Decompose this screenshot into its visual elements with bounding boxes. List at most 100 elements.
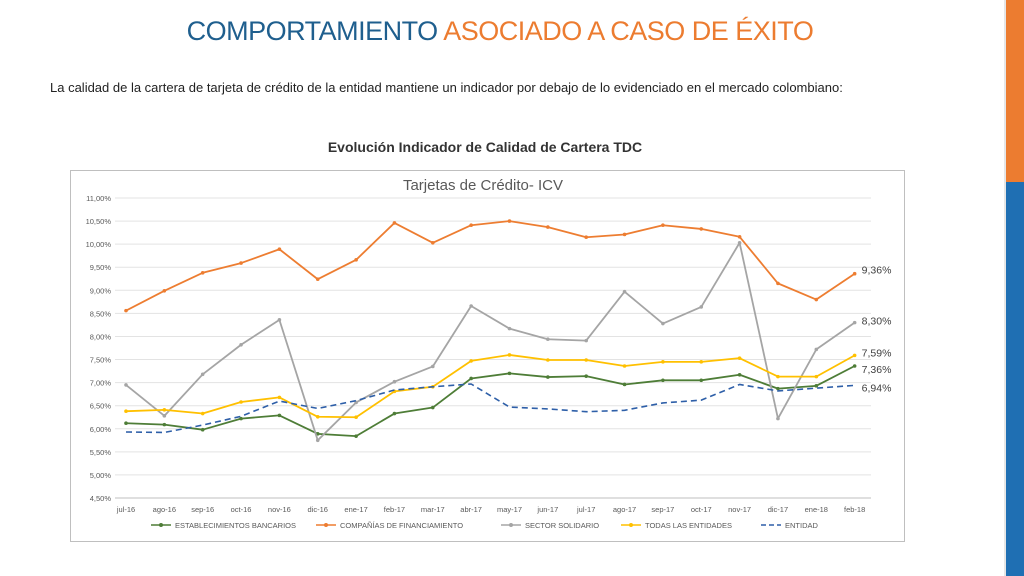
- data-point: [546, 358, 550, 362]
- gridlines: [115, 197, 871, 499]
- data-point: [392, 379, 397, 384]
- series-line: [125, 365, 856, 438]
- data-point: [392, 221, 397, 225]
- x-tick-label: feb-17: [384, 505, 405, 514]
- y-tick-label: 7,00%: [90, 379, 112, 388]
- x-tick-label: dic-17: [768, 505, 788, 514]
- data-point: [737, 234, 742, 239]
- data-point: [431, 405, 435, 410]
- data-point: [661, 378, 665, 383]
- y-tick-label: 8,50%: [90, 309, 112, 318]
- data-point: [507, 371, 512, 376]
- data-point: [546, 337, 550, 342]
- data-point: [162, 288, 167, 293]
- x-tick-label: may-17: [497, 505, 522, 514]
- chart-caption: Evolución Indicador de Calidad de Carter…: [327, 139, 643, 155]
- x-axis-ticks: jul-16 ago-16 sep-16 oct-16 nov-16 dic-16 ene-…: [116, 505, 865, 514]
- data-point: [661, 321, 665, 326]
- data-point: [277, 318, 282, 322]
- data-point: [814, 297, 819, 302]
- data-point: [354, 415, 358, 420]
- data-point: [392, 411, 397, 416]
- data-point: [622, 364, 627, 368]
- series-4: [125, 383, 855, 434]
- side-accent-bar-orange: [1006, 0, 1024, 182]
- data-point: [737, 240, 742, 245]
- data-point: [776, 386, 780, 391]
- series-2: [124, 240, 857, 443]
- data-point: [469, 359, 473, 363]
- data-point: [852, 364, 857, 368]
- legend-item: SECTOR SOLIDARIO: [501, 521, 599, 530]
- data-point: [507, 326, 512, 331]
- data-point: [507, 353, 512, 357]
- data-point: [546, 375, 550, 379]
- x-tick-label: nov-16: [268, 505, 291, 514]
- data-point: [661, 223, 665, 228]
- data-point: [814, 384, 819, 388]
- data-point: [737, 356, 742, 360]
- x-tick-label: sep-16: [191, 505, 214, 514]
- y-tick-label: 4,50%: [90, 494, 112, 503]
- data-point: [699, 360, 704, 364]
- data-point: [431, 364, 435, 369]
- end-value-label: 9,36%: [862, 265, 892, 277]
- legend-label: ENTIDAD: [785, 521, 819, 530]
- legend-item: ESTABLECIMIENTOS BANCARIOS: [151, 521, 296, 530]
- series-line: [125, 383, 855, 434]
- data-point: [584, 374, 588, 378]
- data-point: [699, 305, 704, 309]
- y-axis-ticks: 4,50% 5,00% 5,50% 6,00% 6,50% 7,00% 7,50% 8,00%…: [86, 194, 112, 503]
- data-point: [277, 413, 282, 418]
- x-tick-label: feb-18: [844, 505, 865, 514]
- data-point: [239, 261, 243, 265]
- legend-item: COMPAÑÍAS DE FINANCIAMIENTO: [316, 521, 463, 530]
- data-point: [622, 382, 627, 387]
- data-point: [737, 372, 742, 377]
- data-point: [776, 416, 780, 421]
- data-point: [469, 223, 473, 228]
- legend-marker: [509, 523, 513, 527]
- y-tick-label: 9,50%: [90, 263, 112, 272]
- icv-line-chart: Tarjetas de Crédito- ICV 4,50% 5,00% 5,50%…: [86, 177, 892, 530]
- data-point: [699, 227, 704, 231]
- data-point: [124, 421, 128, 426]
- data-point: [162, 414, 167, 418]
- y-tick-label: 9,00%: [90, 286, 112, 295]
- data-point: [776, 281, 780, 286]
- data-point: [507, 219, 512, 223]
- data-point: [584, 235, 588, 240]
- x-tick-label: oct-17: [691, 505, 712, 514]
- x-tick-label: jun-17: [536, 505, 558, 514]
- legend-item: TODAS LAS ENTIDADES: [621, 521, 732, 530]
- legend-item: ENTIDAD: [761, 521, 819, 530]
- end-value-label: 6,94%: [862, 382, 892, 394]
- y-tick-label: 11,00%: [86, 194, 111, 203]
- data-point: [200, 270, 205, 275]
- x-tick-label: ago-16: [153, 505, 176, 514]
- data-point: [200, 427, 205, 432]
- x-tick-label: ago-17: [613, 505, 636, 514]
- data-point: [546, 225, 550, 229]
- series-3: [124, 353, 857, 420]
- side-accent-bar-blue: [1006, 182, 1024, 576]
- legend: ESTABLECIMIENTOS BANCARIOS COMPAÑÍAS DE F…: [151, 521, 819, 530]
- x-tick-label: jul-17: [576, 505, 595, 514]
- data-point: [162, 422, 167, 427]
- data-point: [469, 304, 473, 308]
- series-line: [125, 354, 856, 419]
- data-point: [315, 277, 320, 282]
- data-point: [661, 360, 665, 364]
- x-tick-label: ene-18: [805, 505, 828, 514]
- series-line: [125, 220, 856, 312]
- data-point: [814, 374, 819, 379]
- y-tick-label: 5,50%: [90, 448, 112, 457]
- data-point: [852, 271, 857, 276]
- data-point: [776, 374, 780, 379]
- legend-label: COMPAÑÍAS DE FINANCIAMIENTO: [340, 521, 463, 530]
- legend-label: ESTABLECIMIENTOS BANCARIOS: [175, 521, 296, 530]
- x-tick-label: abr-17: [460, 505, 482, 514]
- x-tick-label: dic-16: [308, 505, 328, 514]
- series-line: [125, 241, 856, 442]
- slide-title-part1: COMPORTAMIENTO: [186, 16, 439, 46]
